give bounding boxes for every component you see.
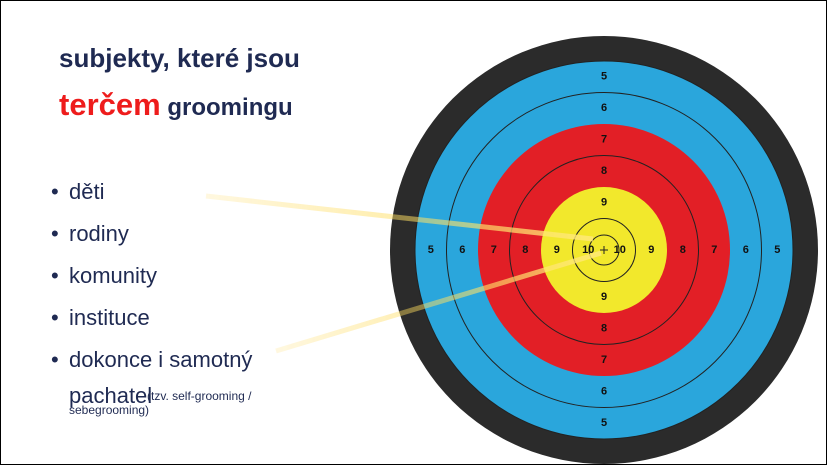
ring-label: 6 xyxy=(743,244,749,256)
bullet-note: (tzv. self-grooming / sebegrooming) xyxy=(69,389,319,417)
ring-label: 9 xyxy=(601,291,607,303)
bullet: děti xyxy=(51,171,252,213)
ring-label: 10 xyxy=(614,244,626,256)
title-highlight: terčem xyxy=(59,87,161,122)
ring-label: 8 xyxy=(680,244,686,256)
ring-label: 9 xyxy=(554,244,560,256)
title: subjekty, které jsou xyxy=(59,43,300,74)
title-line2: terčem groomingu xyxy=(59,87,293,123)
ring-label: 7 xyxy=(601,354,607,366)
bullet: rodiny xyxy=(51,213,252,255)
ring-label: 5 xyxy=(428,244,434,256)
bullet: dokonce i samotný xyxy=(51,339,252,381)
ring-label: 5 xyxy=(774,244,780,256)
note: (tzv. self-grooming / sebegrooming) xyxy=(69,389,251,417)
slide: 555566667777888899991010 subjekty, které… xyxy=(0,0,827,465)
bullet: komunity xyxy=(51,255,252,297)
title-rest: groomingu xyxy=(167,94,292,121)
ring-label: 9 xyxy=(601,197,607,209)
ring-label: 6 xyxy=(601,386,607,398)
bullet-list: dětirodinykomunityinstitucedokonce i sam… xyxy=(51,171,252,381)
bullet: instituce xyxy=(51,297,252,339)
ring-label: 9 xyxy=(648,244,654,256)
ring-label: 7 xyxy=(601,134,607,146)
ring-label: 6 xyxy=(601,102,607,114)
ring-label: 7 xyxy=(491,244,497,256)
ring-label: 7 xyxy=(711,244,717,256)
ring-label: 6 xyxy=(459,244,465,256)
ring-label: 5 xyxy=(601,417,607,429)
ring-label: 8 xyxy=(601,323,607,335)
ring-label: 8 xyxy=(601,165,607,177)
ring-label: 8 xyxy=(522,244,528,256)
ring-label: 5 xyxy=(601,71,607,83)
